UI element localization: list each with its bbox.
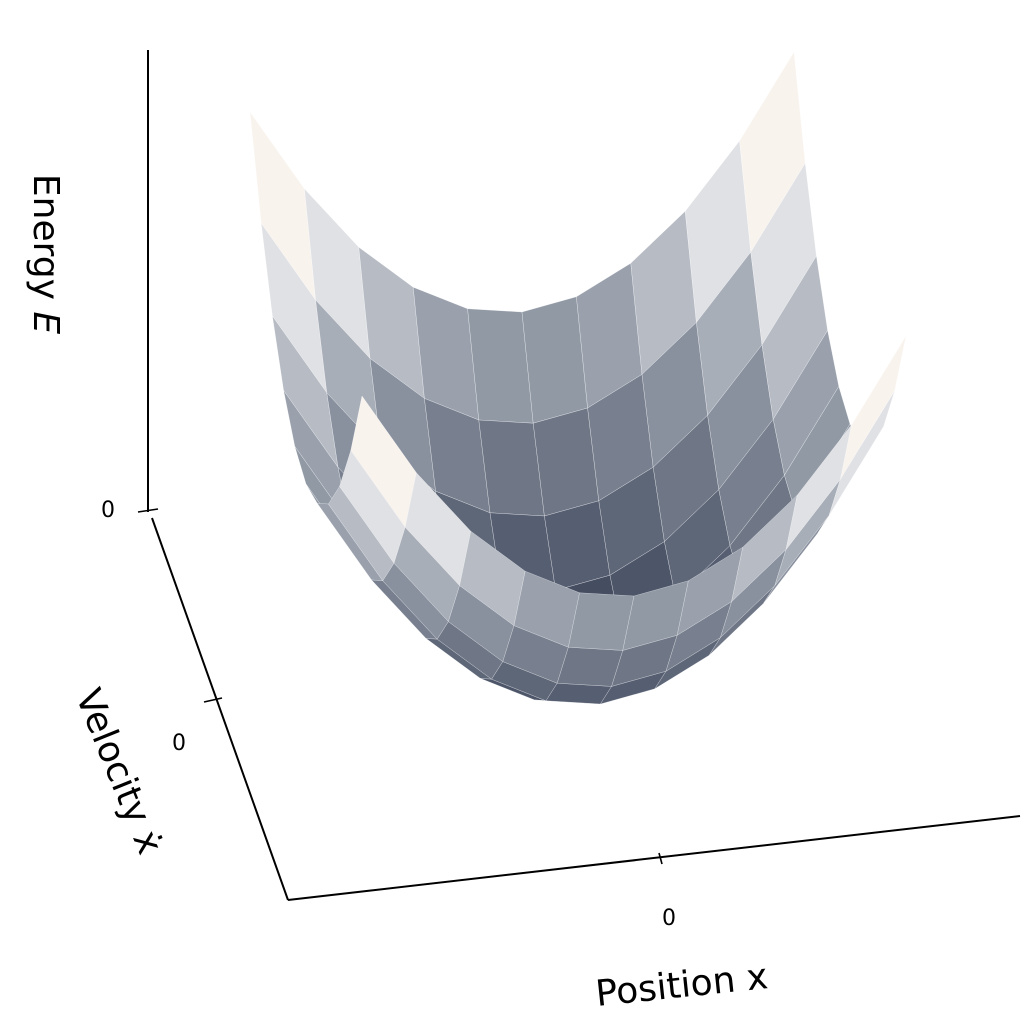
surface-cell-4-1 xyxy=(556,646,624,687)
surface-mesh xyxy=(249,51,907,705)
surface-cell-9-0 xyxy=(840,335,907,480)
y-tick-0 xyxy=(203,697,223,703)
z-tick-0 xyxy=(137,508,159,513)
surface-cell-5-9 xyxy=(521,296,588,424)
axes-frame xyxy=(137,50,1021,901)
x-axis-line xyxy=(287,815,1021,901)
x-tick-0 xyxy=(658,852,663,865)
z-axis-title-main: Energy xyxy=(25,174,66,311)
surface-cell-5-7 xyxy=(544,500,611,591)
z-tick-label: 0 xyxy=(101,498,115,523)
surface-cell-5-8 xyxy=(532,407,600,517)
y-tick-label: 0 xyxy=(172,731,186,756)
y-axis-line xyxy=(151,517,289,901)
surface-cell-4-0 xyxy=(568,592,635,651)
x-axis-title: Position x xyxy=(594,956,770,1015)
surface-cell-4-2 xyxy=(545,682,613,705)
z-axis-title-symbol: E xyxy=(25,311,66,334)
y-axis-title: Velocity ẋ xyxy=(67,683,170,860)
x-tick-label: 0 xyxy=(662,906,676,931)
z-axis-title: Energy E xyxy=(25,174,66,334)
